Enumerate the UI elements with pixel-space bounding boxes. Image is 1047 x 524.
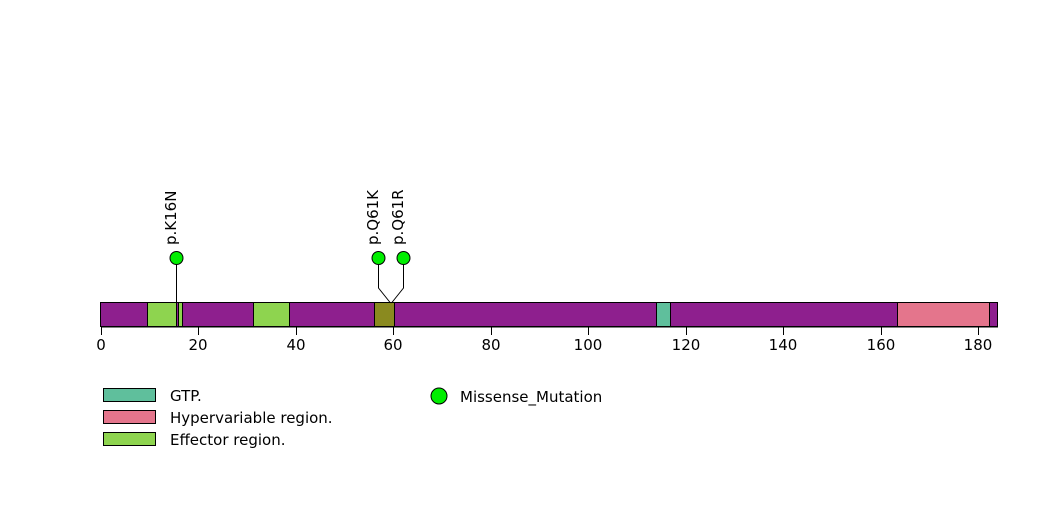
lollipop-label-p-Q61K: p.Q61K	[364, 189, 382, 245]
lollipop-p-Q61R[interactable]: p.Q61R	[389, 189, 411, 304]
legend-swatch-gtp	[103, 388, 156, 402]
axis-tick-label-20: 20	[188, 336, 207, 354]
axis-tick-label-160: 160	[867, 336, 896, 354]
axis-tick-label-120: 120	[672, 336, 701, 354]
axis-tick-label-40: 40	[286, 336, 305, 354]
lollipop-label-p-Q61R: p.Q61R	[389, 189, 407, 245]
legend-domains: GTP. Hypervariable region. Effector regi…	[103, 387, 333, 449]
lollipop-marker-p-Q61K[interactable]	[371, 251, 386, 265]
domain-hypervariable-region[interactable]	[897, 302, 990, 327]
legend-label-missense-mutation: Missense_Mutation	[460, 388, 602, 407]
lollipop-label-p-K16N: p.K16N	[162, 191, 180, 245]
lollipop-stem-p-Q61K	[378, 264, 391, 304]
legend-label-gtp: GTP.	[170, 387, 202, 405]
legend-swatch-hypervariable-region	[103, 410, 156, 424]
protein-backbone-group	[100, 302, 998, 327]
legend-label-hypervariable-region: Hypervariable region.	[170, 409, 333, 427]
domain-blocks-group	[147, 302, 990, 327]
legend-item-effector-region[interactable]: Effector region.	[103, 431, 286, 449]
axis-tick-label-180: 180	[964, 336, 993, 354]
lollipop-stem-p-Q61R	[391, 264, 404, 304]
lollipop-p-K16N[interactable]: p.K16N	[162, 191, 184, 303]
axis-tick-label-0: 0	[96, 336, 106, 354]
protein-backbone	[100, 302, 998, 327]
legend-item-missense-mutation[interactable]: Missense_Mutation	[430, 387, 602, 407]
legend-swatch-effector-region	[103, 432, 156, 446]
legend-marker-missense-mutation	[430, 387, 448, 405]
domain-gtp-1[interactable]	[374, 302, 395, 327]
axis-tick-label-80: 80	[481, 336, 500, 354]
axis-tick-label-100: 100	[574, 336, 603, 354]
lollipop-p-Q61K[interactable]: p.Q61K	[364, 189, 391, 304]
legend-item-gtp[interactable]: GTP.	[103, 387, 202, 405]
domain-gtp-2[interactable]	[656, 302, 671, 327]
legend-label-effector-region: Effector region.	[170, 431, 286, 449]
axis-tick-label-60: 60	[383, 336, 402, 354]
x-axis: 0 20 40 60 80 100 120 140 160 180	[96, 326, 998, 354]
domain-effector-region-1[interactable]	[147, 302, 177, 327]
legend-mutations: Missense_Mutation	[430, 387, 602, 407]
axis-tick-label-140: 140	[769, 336, 798, 354]
domain-effector-region-3[interactable]	[253, 302, 290, 327]
lollipop-marker-p-K16N[interactable]	[169, 251, 184, 265]
lollipop-marker-p-Q61R[interactable]	[396, 251, 411, 265]
legend-item-hypervariable-region[interactable]: Hypervariable region.	[103, 409, 333, 427]
lollipop-group: p.K16N p.Q61K p.Q61R	[162, 189, 411, 304]
domain-effector-region-2[interactable]	[178, 302, 183, 327]
